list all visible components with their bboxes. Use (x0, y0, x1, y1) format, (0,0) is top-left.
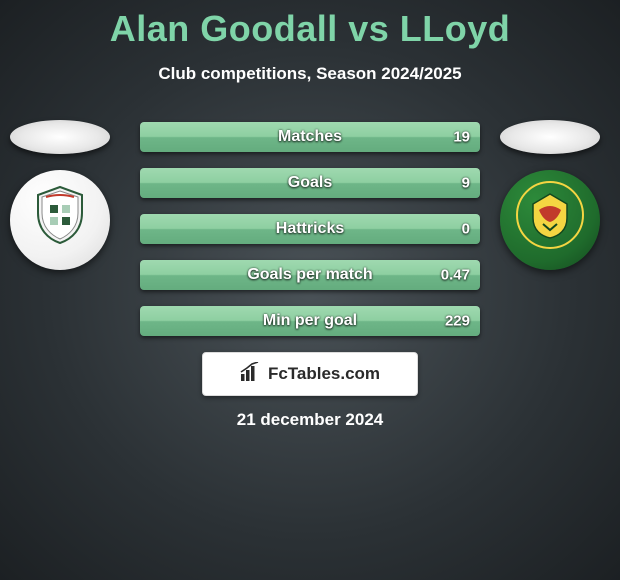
infographic-container: Alan Goodall vs LLoyd Club competitions,… (0, 0, 620, 580)
brand-text: FcTables.com (268, 364, 380, 384)
shield-crest-icon (28, 183, 92, 257)
stat-row: Goals per match 0.47 (140, 260, 480, 290)
stats-bars: Matches 19 Goals 9 Hattricks 0 Goals per… (140, 122, 480, 352)
stat-row: Hattricks 0 (140, 214, 480, 244)
stat-label: Matches (278, 128, 342, 146)
dragon-crest-icon (515, 180, 585, 260)
page-title: Alan Goodall vs LLoyd (0, 0, 620, 50)
stat-row: Matches 19 (140, 122, 480, 152)
stat-row: Min per goal 229 (140, 306, 480, 336)
stat-label: Min per goal (263, 312, 357, 330)
stat-row: Goals 9 (140, 168, 480, 198)
page-subtitle: Club competitions, Season 2024/2025 (0, 64, 620, 84)
club-badge-right (500, 170, 600, 270)
stat-value-right: 0 (462, 221, 470, 238)
stat-label: Goals per match (247, 266, 372, 284)
player-right-slot (500, 120, 600, 270)
stat-value-right: 19 (453, 129, 470, 146)
player-left-placeholder (10, 120, 110, 154)
player-right-placeholder (500, 120, 600, 154)
stat-value-right: 0.47 (441, 267, 470, 284)
player-left-slot (10, 120, 110, 270)
chart-bars-icon (240, 362, 262, 387)
stat-label: Goals (288, 174, 332, 192)
date-line: 21 december 2024 (0, 410, 620, 430)
stat-value-right: 229 (445, 313, 470, 330)
stat-value-right: 9 (462, 175, 470, 192)
brand-box: FcTables.com (202, 352, 418, 396)
stat-label: Hattricks (276, 220, 344, 238)
club-badge-left (10, 170, 110, 270)
